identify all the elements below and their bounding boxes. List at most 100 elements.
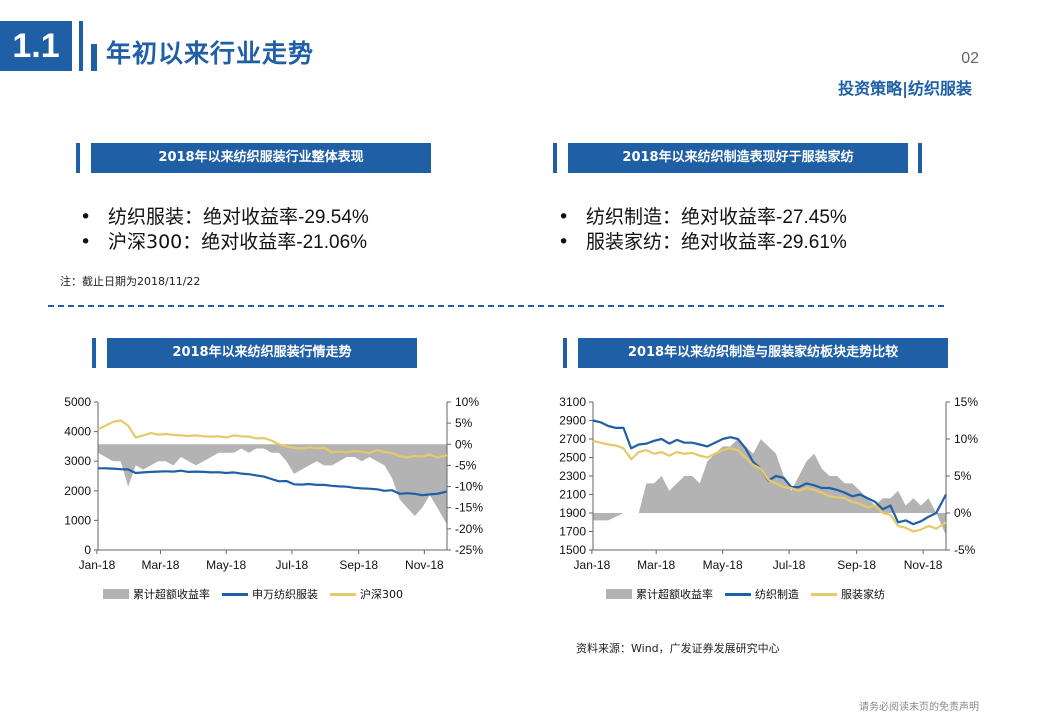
x-tick-label: Sep-18 bbox=[339, 558, 378, 572]
disclaimer: 请务必阅读末页的免责声明 bbox=[859, 702, 979, 713]
chart-manufacturing-vs-home-textile: 1500 1700 1900 2100 2300 2500 2700 2900 3100 -5% 0… bbox=[559, 395, 978, 572]
legend-label: 纺织制造 bbox=[755, 588, 799, 601]
y-left-tick-label: 2100 bbox=[559, 488, 586, 502]
y-right-tick-label: 0% bbox=[455, 437, 473, 451]
y-right-tick-label: -25% bbox=[455, 543, 483, 557]
y-left-tick-label: 2000 bbox=[64, 484, 91, 498]
badge-separator bbox=[79, 21, 83, 71]
bullet-label: 纺织服装：绝对收益率 bbox=[108, 206, 299, 228]
bullet-label: 服装家纺：绝对收益率 bbox=[586, 231, 777, 253]
y-right-tick-label: 5% bbox=[954, 469, 972, 483]
x-tick-label: Sep-18 bbox=[837, 558, 876, 572]
x-tick-label: Mar-18 bbox=[637, 558, 675, 572]
y-right-tick-label: -5% bbox=[455, 458, 477, 472]
series-area-excess-return bbox=[98, 444, 447, 525]
banner-edge-right-summary bbox=[553, 143, 557, 173]
x-tick-label: Nov-18 bbox=[904, 558, 943, 572]
y-left-tick-label: 3100 bbox=[559, 395, 586, 409]
summary-bullets-right: • 纺织制造：绝对收益率 -27.45% • 服装家纺：绝对收益率 -29.61% bbox=[558, 205, 847, 255]
list-item: • 沪深300：绝对收益率 -21.06% bbox=[80, 231, 368, 253]
legend-label: 累计超额收益率 bbox=[636, 588, 713, 601]
list-item: • 服装家纺：绝对收益率 -29.61% bbox=[558, 231, 847, 253]
banner-edge-left-summary bbox=[76, 143, 80, 173]
legend-swatch bbox=[222, 592, 248, 596]
series-line-primary bbox=[98, 467, 448, 497]
y-right-tick-label: -20% bbox=[455, 522, 483, 536]
summary-banner-left: 2018年以来纺织服装行业整体表现 bbox=[91, 143, 431, 173]
legend-swatch bbox=[725, 592, 751, 596]
legend-item-excess-return: 累计超额收益率 bbox=[103, 586, 210, 602]
banner-edge-chart-right bbox=[563, 338, 567, 368]
summary-bullets-left: • 纺织服装：绝对收益率 -29.54% • 沪深300：绝对收益率 -21.06% bbox=[80, 205, 369, 255]
y-right-tick-label: -10% bbox=[455, 480, 483, 494]
legend-swatch bbox=[103, 589, 129, 599]
banner-edge-right-summary-end bbox=[918, 143, 922, 173]
x-tick-label: Mar-18 bbox=[141, 558, 179, 572]
legend-swatch bbox=[330, 592, 356, 596]
y-right-tick-label: 10% bbox=[455, 395, 479, 409]
y-left-tick-label: 5000 bbox=[64, 395, 91, 409]
legend-right-chart: 累计超额收益率 纺织制造 服装家纺 bbox=[606, 586, 897, 602]
bullet-value: -21.06% bbox=[296, 232, 368, 253]
bullet-value: -29.54% bbox=[298, 207, 369, 228]
data-source: 资料来源：Wind，广发证券发展研究中心 bbox=[576, 642, 780, 655]
y-left-tick-label: 2900 bbox=[559, 414, 586, 428]
y-left-tick-label: 1700 bbox=[559, 525, 586, 539]
legend-item-home-textile: 服装家纺 bbox=[811, 586, 885, 602]
legend-left-chart: 累计超额收益率 申万纺织服装 沪深300 bbox=[103, 586, 415, 602]
legend-label: 服装家纺 bbox=[841, 588, 885, 601]
y-left-tick-label: 1900 bbox=[559, 506, 586, 520]
x-tick-label: Jul-18 bbox=[773, 558, 806, 572]
chart-textile-apparel-trend: 0 1000 2000 3000 4000 5000 -25% -20% -15% -10% -5%… bbox=[64, 395, 483, 572]
x-tick-label: Nov-18 bbox=[405, 558, 444, 572]
legend-swatch bbox=[606, 589, 632, 599]
legend-swatch bbox=[811, 592, 837, 596]
bullet-label: 纺织制造：绝对收益率 bbox=[586, 206, 777, 228]
y-left-tick-label: 2300 bbox=[559, 469, 586, 483]
y-left-tick-label: 0 bbox=[84, 543, 91, 557]
summary-banner-right: 2018年以来纺织制造表现好于服装家纺 bbox=[568, 143, 908, 173]
y-right-tick-label: -5% bbox=[954, 543, 976, 557]
section-number-badge: 1.1 bbox=[0, 21, 72, 71]
section-divider bbox=[48, 305, 944, 307]
legend-label: 沪深300 bbox=[360, 588, 403, 601]
list-item: • 纺织制造：绝对收益率 -27.45% bbox=[558, 206, 847, 228]
legend-item-excess-return: 累计超额收益率 bbox=[606, 586, 713, 602]
y-left-tick-label: 2500 bbox=[559, 451, 586, 465]
date-note: 注：截止日期为2018/11/22 bbox=[60, 275, 201, 288]
x-tick-label: Jan-18 bbox=[79, 558, 116, 572]
x-tick-label: Jul-18 bbox=[276, 558, 309, 572]
bullet-label: 沪深300：绝对收益率 bbox=[108, 231, 297, 253]
series-line-secondary bbox=[592, 439, 947, 533]
bullet-value: -29.61% bbox=[776, 232, 847, 253]
list-item: • 纺织服装：绝对收益率 -29.54% bbox=[80, 206, 369, 228]
y-right-tick-label: 15% bbox=[954, 395, 978, 409]
report-category-tag: 投资策略|纺织服装 bbox=[838, 79, 972, 98]
chart-banner-left: 2018年以来纺织服装行情走势 bbox=[107, 338, 417, 368]
bullet-value: -27.45% bbox=[776, 207, 847, 228]
y-right-tick-label: 10% bbox=[954, 432, 978, 446]
legend-item-textile-manufacturing: 纺织制造 bbox=[725, 586, 799, 602]
y-right-tick-label: 0% bbox=[954, 506, 972, 520]
page-number: 02 bbox=[961, 50, 979, 67]
x-tick-label: May-18 bbox=[206, 558, 246, 572]
legend-item-sw-textile: 申万纺织服装 bbox=[222, 586, 318, 602]
y-left-tick-label: 1500 bbox=[559, 543, 586, 557]
x-tick-label: May-18 bbox=[703, 558, 743, 572]
y-left-tick-label: 4000 bbox=[64, 425, 91, 439]
title-accent-bar bbox=[91, 44, 97, 71]
legend-item-csi300: 沪深300 bbox=[330, 586, 403, 602]
y-left-tick-label: 3000 bbox=[64, 454, 91, 468]
chart-banner-right: 2018年以来纺织制造与服装家纺板块走势比较 bbox=[578, 338, 948, 368]
x-tick-label: Jan-18 bbox=[574, 558, 611, 572]
banner-edge-chart-left bbox=[92, 338, 96, 368]
y-left-tick-label: 2700 bbox=[559, 432, 586, 446]
series-area-excess-return bbox=[593, 439, 946, 536]
y-right-tick-label: 5% bbox=[455, 416, 473, 430]
series-line-secondary bbox=[97, 419, 448, 459]
y-left-tick-label: 1000 bbox=[64, 513, 91, 527]
page-title: 年初以来行业走势 bbox=[106, 39, 315, 68]
y-right-tick-label: -15% bbox=[455, 501, 483, 515]
legend-label: 申万纺织服装 bbox=[252, 588, 318, 601]
legend-label: 累计超额收益率 bbox=[133, 588, 210, 601]
